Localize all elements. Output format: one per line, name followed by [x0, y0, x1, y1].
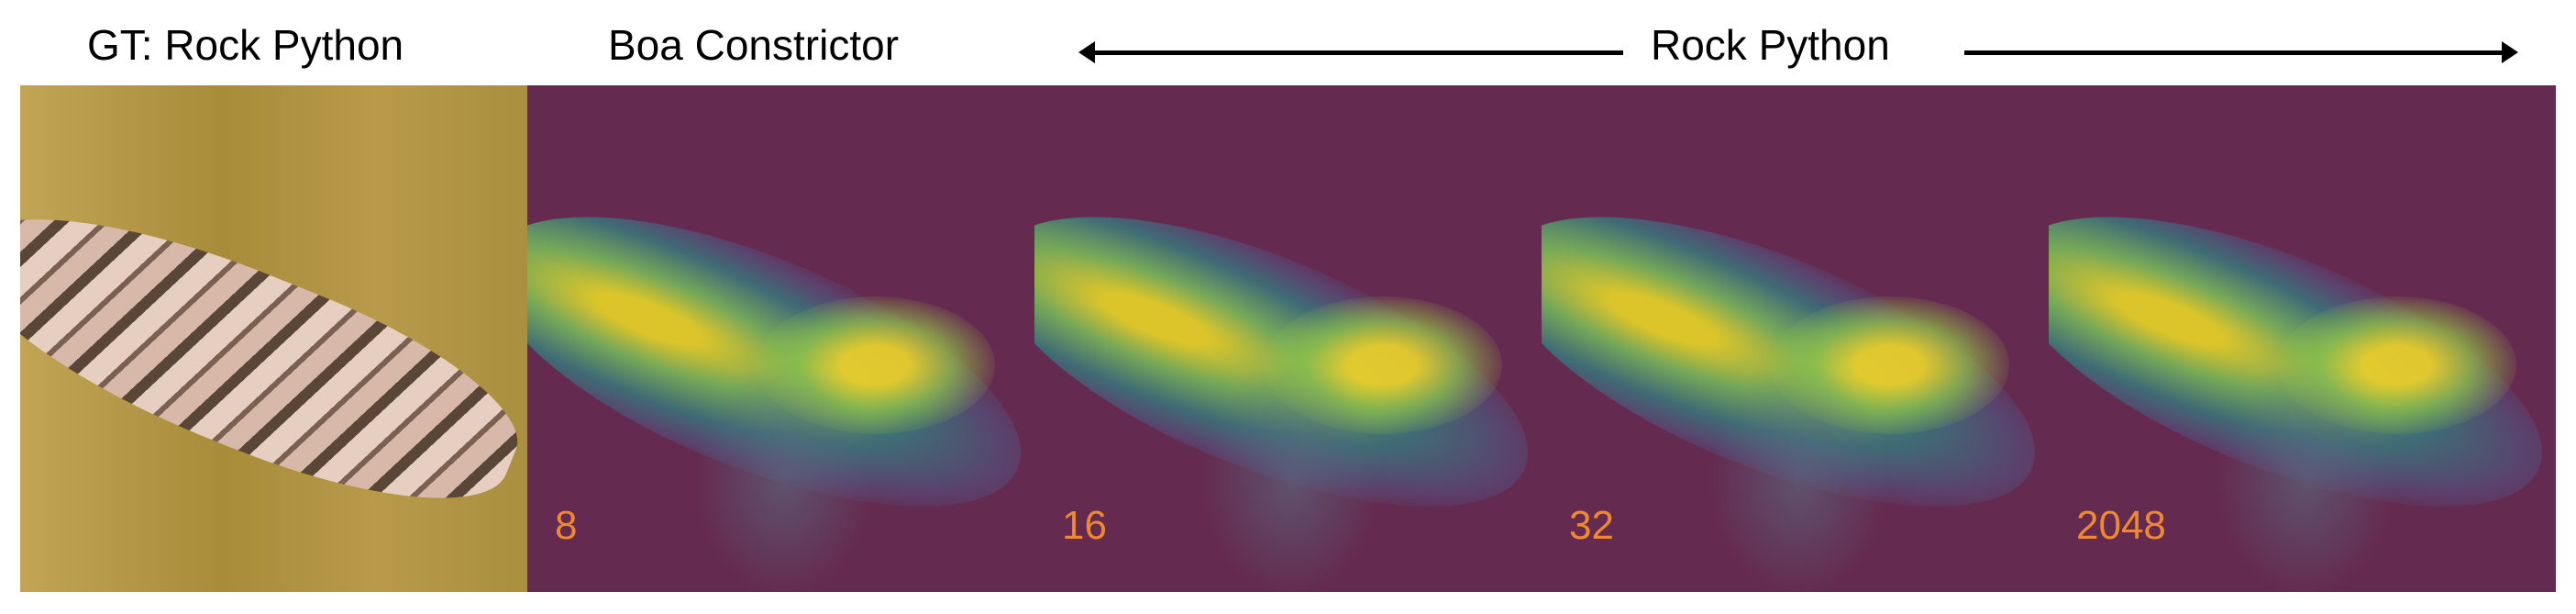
heatmap-panel-16: 16: [1034, 85, 1542, 592]
heatmap-fade: [1200, 361, 1383, 592]
heatmap-panel-8: 8: [527, 85, 1034, 592]
gt-title: GT: Rock Python: [87, 21, 404, 69]
snake-image: [20, 164, 527, 547]
panel-label: 8: [555, 503, 578, 548]
panel-label: 16: [1062, 503, 1107, 548]
heatmap-fade: [2214, 361, 2397, 592]
heatmap-panel-2048: 2048: [2049, 85, 2556, 592]
heatmap-fade: [1707, 361, 1890, 592]
heatmap-panel-32: 32: [1542, 85, 2049, 592]
heatmap-fade: [692, 361, 876, 592]
panel-label: 2048: [2076, 503, 2166, 548]
input-image: [20, 85, 527, 592]
left-arrow-icon: [1078, 41, 1623, 63]
rock-python-title: Rock Python: [1651, 21, 1890, 69]
panel-label: 32: [1569, 503, 1614, 548]
right-arrow-icon: [1964, 41, 2518, 63]
boa-title: Boa Constrictor: [608, 21, 900, 69]
